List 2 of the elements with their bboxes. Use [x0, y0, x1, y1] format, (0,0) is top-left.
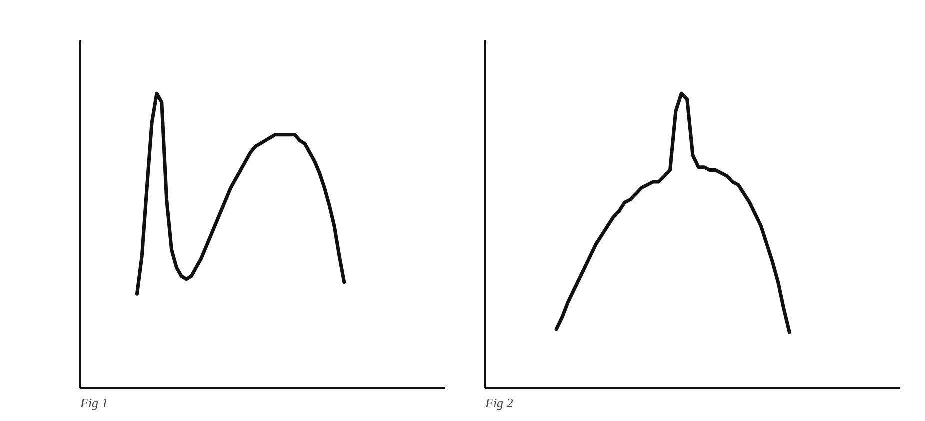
caption: Fig 1: [80, 396, 108, 410]
caption: Fig 2: [484, 396, 514, 410]
